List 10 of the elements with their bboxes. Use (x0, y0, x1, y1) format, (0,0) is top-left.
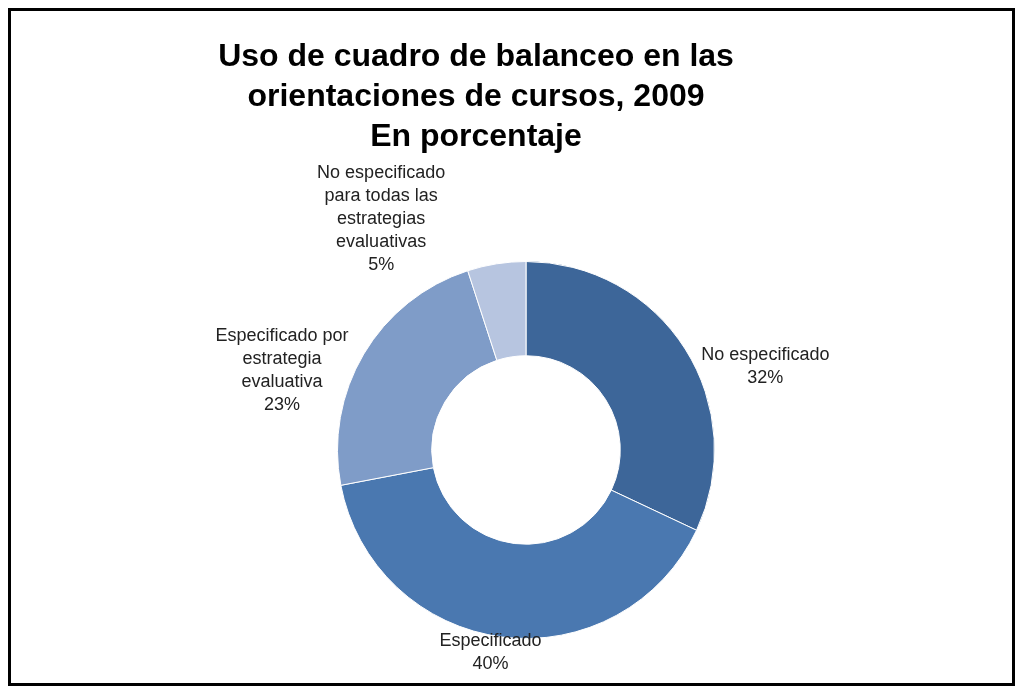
chart-subtitle: En porcentaje (369, 116, 583, 155)
data-label: 40% (472, 652, 509, 673)
data-label: 23% (263, 394, 300, 415)
chart-title: Uso de cuadro de balanceo en las orientaciones de cursos, 2009 (217, 36, 735, 115)
slice-label: No especificado para todas las estrategias evaluativas (317, 162, 446, 252)
slice-label: Especificado por estrategia evaluativa (215, 325, 349, 392)
data-label: 32% (747, 366, 784, 387)
slice-label: No especificado (701, 343, 830, 364)
data-label: 5% (368, 254, 395, 275)
slice-label: Especificado (439, 629, 542, 650)
